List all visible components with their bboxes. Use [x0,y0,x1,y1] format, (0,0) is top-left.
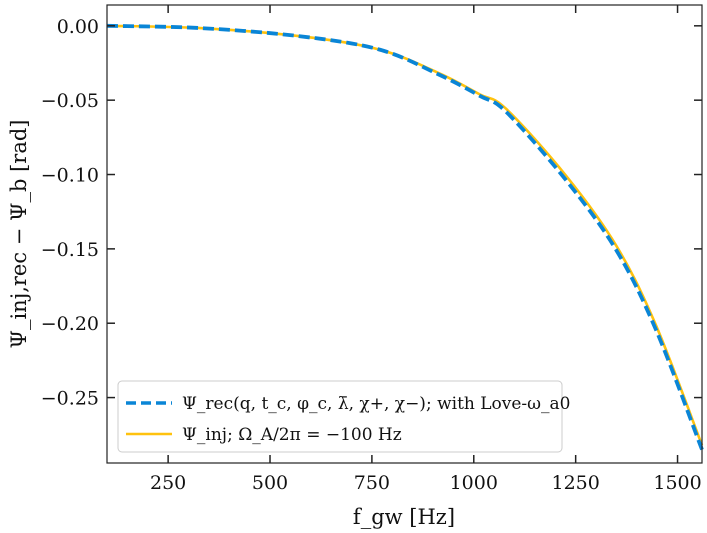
x-tick-label: 250 [150,472,186,494]
legend-label-inj: Ψ_inj; Ω_A/2π = −100 Hz [182,425,402,445]
y-tick-label: −0.20 [41,313,99,335]
y-axis-label: Ψ_inj,rec − Ψ_b [rad] [7,120,31,349]
series-line-recovered [106,23,704,451]
x-axis-label: f_gw [Hz] [353,505,455,529]
y-tick-label: −0.25 [41,388,99,410]
y-tick-label: −0.10 [41,165,99,187]
legend-label-rec: Ψ_rec(q, t_c, φ_c, λ̄, χ+, χ−); with Lov… [182,394,571,414]
x-tick-label: 1000 [450,472,498,494]
ticks: 250 500 750 1000 1250 1500 0.00 −0.05 −0.10 −0.15… [41,5,702,494]
x-tick-label: 750 [354,472,390,494]
x-tick-label: 1500 [653,472,701,494]
y-tick-label: 0.00 [57,16,99,38]
plot-lines [106,23,704,451]
legend-box [117,380,563,453]
y-tick-label: −0.15 [41,239,99,261]
x-tick-label: 500 [252,472,288,494]
y-tick-label: −0.05 [41,90,99,112]
x-tick-label: 1250 [551,472,599,494]
legend: Ψ_rec(q, t_c, φ_c, λ̄, χ+, χ−); with Lov… [117,380,571,453]
plot-frame [106,4,703,464]
